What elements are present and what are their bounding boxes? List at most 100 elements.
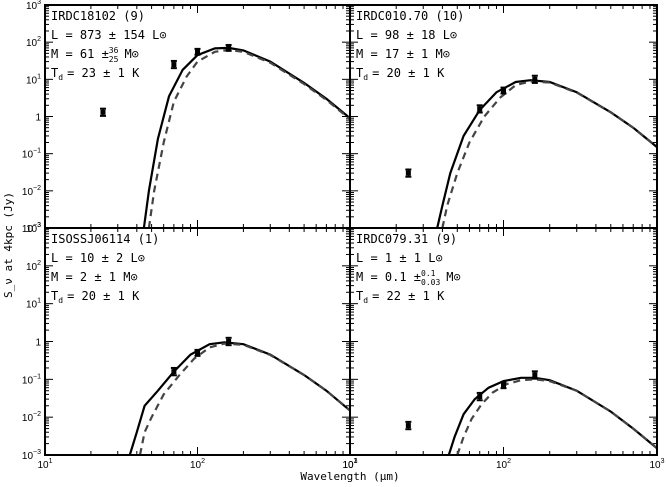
mass-error-upper: 36 — [109, 46, 119, 55]
dust-temperature-label: Td = 20 ± 1 K — [356, 66, 445, 82]
panel-bottom-left: 101 102 10310−310−210−11101102103ISOSSJ061… — [22, 222, 358, 471]
mass-value: M = 61 ± — [51, 47, 109, 61]
panel-top-right: IRDC010.70 (10) L = 98 ± 18 L⊙ M = 17 ± 1 … — [349, 4, 658, 229]
data-point — [501, 88, 506, 94]
data-point — [195, 49, 200, 55]
x-tick-exponent: 1 — [49, 458, 53, 465]
x-tick-label: 102 — [496, 458, 511, 471]
luminosity-label: L = 10 ± 2 L⊙ — [51, 251, 145, 265]
sed-curve-solid — [436, 79, 657, 228]
temperature-symbol: T — [356, 66, 363, 80]
data-point — [405, 423, 411, 429]
temperature-subscript: d — [363, 296, 368, 305]
x-tick-label: 101 — [37, 458, 52, 471]
x-tick-label: 103 — [649, 458, 664, 471]
y-tick-label: 103 — [26, 0, 41, 12]
mass-value: M = 0.1 ± — [356, 270, 421, 284]
x-axis-title: Wavelength (μm) — [300, 470, 399, 483]
data-point — [226, 45, 232, 51]
temperature-subscript: d — [58, 73, 63, 82]
y-tick-exponent: −1 — [33, 148, 41, 155]
mass-value: M = 2 ± 1 M⊙ — [51, 270, 138, 284]
sed-curve-dashed — [456, 378, 657, 455]
x-tick-exponent: 1 — [354, 458, 358, 465]
luminosity-label: L = 98 ± 18 L⊙ — [356, 28, 457, 42]
x-tick-exponent: 2 — [201, 458, 205, 465]
source-name: IRDC010.70 (10) — [356, 9, 464, 23]
source-name: IRDC079.31 (9) — [356, 232, 457, 246]
data-point — [100, 109, 106, 115]
temperature-subscript: d — [58, 296, 63, 305]
y-tick-exponent: −2 — [33, 411, 41, 418]
sed-curve-dashed — [441, 80, 657, 228]
data-point — [405, 170, 411, 176]
dust-temperature-label: Td = 22 ± 1 K — [356, 289, 445, 305]
temperature-symbol: T — [51, 289, 58, 303]
data-point — [532, 372, 538, 378]
x-tick-label: 102 — [190, 458, 205, 471]
mass-label: M = 17 ± 1 M⊙ — [356, 47, 450, 61]
y-axis-title: S_ν at 4kpc (Jy) — [2, 192, 15, 298]
y-tick-exponent: −1 — [33, 373, 41, 380]
temperature-symbol: T — [356, 289, 363, 303]
x-tick-exponent: 2 — [507, 458, 511, 465]
x-tick-exponent: 3 — [354, 458, 358, 465]
y-tick-label: 10−1 — [22, 148, 41, 161]
y-tick-label: 10−2 — [22, 411, 41, 424]
x-tick-exponent: 3 — [661, 458, 665, 465]
temperature-subscript: d — [363, 73, 368, 82]
y-tick-label: 1 — [35, 338, 41, 349]
y-tick-exponent: 3 — [37, 0, 41, 6]
y-tick-label: 1 — [35, 113, 41, 124]
y-tick-label: 102 — [26, 260, 41, 273]
sed-curve-solid — [447, 376, 657, 455]
mass-unit: M⊙ — [446, 270, 460, 284]
y-tick-label: 102 — [26, 36, 41, 49]
y-tick-label: 10−1 — [22, 373, 41, 386]
y-tick-label: 101 — [26, 298, 41, 311]
panel-frame — [349, 227, 658, 456]
y-tick-exponent: 3 — [37, 222, 41, 229]
source-name: ISOSSJ06114 (1) — [51, 232, 159, 246]
mass-value: M = 17 ± 1 M⊙ — [356, 47, 450, 61]
y-tick-exponent: −3 — [33, 222, 41, 229]
sed-curve-dashed — [138, 342, 350, 455]
mass-error-lower: 25 — [109, 55, 119, 64]
data-point — [171, 369, 177, 375]
y-tick-exponent: 1 — [37, 73, 41, 80]
source-name: IRDC18102 (9) — [51, 9, 145, 23]
mass-error-lower: 0.03 — [421, 278, 440, 287]
sed-curve-solid — [142, 46, 350, 228]
temperature-value: = 20 ± 1 K — [67, 289, 140, 303]
temperature-value: = 23 ± 1 K — [67, 66, 140, 80]
y-tick-exponent: 1 — [37, 298, 41, 305]
data-point — [226, 339, 232, 344]
y-tick-label: 10−2 — [22, 185, 41, 198]
data-point — [501, 382, 506, 388]
mass-label: M = 0.1 ±0.1 0.03 M⊙ — [356, 269, 461, 287]
dust-temperature-label: Td = 23 ± 1 K — [51, 66, 140, 82]
data-point — [195, 350, 200, 356]
data-point — [477, 106, 483, 112]
y-tick-exponent: 2 — [37, 36, 41, 43]
data-point — [477, 394, 483, 400]
y-tick-exponent: −3 — [33, 449, 41, 456]
luminosity-label: L = 873 ± 154 L⊙ — [51, 28, 167, 42]
y-tick-label: 103 — [26, 222, 41, 235]
y-tick-exponent: −2 — [33, 185, 41, 192]
dust-temperature-label: Td = 20 ± 1 K — [51, 289, 140, 305]
temperature-symbol: T — [51, 66, 58, 80]
temperature-value: = 20 ± 1 K — [372, 66, 445, 80]
mass-label: M = 2 ± 1 M⊙ — [51, 270, 138, 284]
mass-error-upper: 0.1 — [421, 269, 436, 278]
sed-curve-solid — [128, 341, 350, 455]
luminosity-label: L = 1 ± 1 L⊙ — [356, 251, 443, 265]
temperature-value: = 22 ± 1 K — [372, 289, 445, 303]
data-point — [532, 76, 538, 82]
sed-curve-dashed — [147, 48, 350, 228]
mass-label: M = 61 ±36 25 M⊙ — [51, 46, 139, 64]
